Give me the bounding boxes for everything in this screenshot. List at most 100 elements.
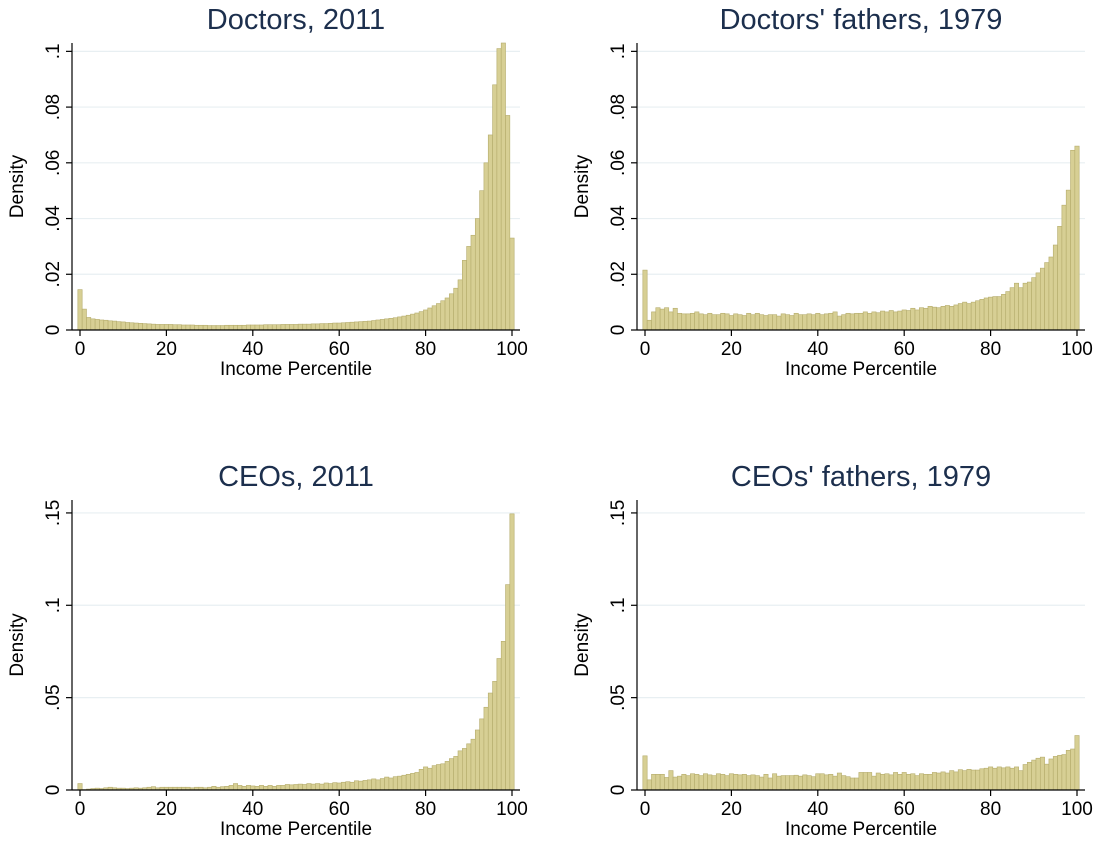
bar [651,311,657,331]
bar [996,766,1002,791]
bar [867,772,873,791]
bar [841,775,847,791]
bar [293,324,299,331]
bar [767,777,773,791]
bar [780,313,786,331]
bar [741,773,747,791]
bar [474,729,480,791]
bar [509,513,515,791]
bar [405,314,411,331]
bar [772,773,778,791]
bar [405,773,411,791]
bar [449,758,454,791]
bar [772,314,778,331]
bar [423,766,429,791]
bar [992,767,998,791]
bar [901,309,907,331]
bar [479,190,485,331]
bar [966,303,972,331]
bar [392,776,398,791]
bar [81,308,87,331]
bar [897,773,903,791]
bar [358,321,364,331]
bar [1022,282,1028,331]
bar [720,773,726,791]
bar [246,324,251,331]
bar [785,775,791,791]
bar [1031,277,1037,331]
bar [1018,770,1024,791]
bar [1070,149,1076,331]
bar [1005,766,1011,791]
bar [737,774,743,791]
bar [923,773,929,791]
bar [979,299,985,331]
y-tick-label: .02 [43,261,64,287]
bar [414,772,420,791]
bar [849,313,855,331]
bar [789,775,795,791]
bar [672,307,678,331]
bar [931,772,937,791]
bar [651,773,657,791]
bar [1035,757,1041,791]
bar [289,784,295,791]
bar [944,305,950,331]
y-axis-label: Density [7,613,28,677]
bar [440,763,446,791]
bar [1065,749,1071,791]
x-tick-label: 60 [894,799,915,820]
bar [241,324,247,331]
bar [944,772,950,791]
bar [427,307,433,331]
bar [854,777,860,791]
bar [802,774,808,791]
bar [875,772,881,791]
panel-title: Doctors' fathers, 1979 [720,4,1003,36]
x-tick-label: 60 [329,799,350,820]
bar [462,748,467,791]
bar [1035,272,1041,331]
bar [336,322,342,331]
bar [202,324,208,331]
x-tick-label: 80 [980,339,1001,360]
bar [323,782,329,791]
bar [1070,748,1076,791]
bar [379,778,385,791]
y-tick-label: .1 [43,43,64,59]
bar [906,310,911,331]
bar [280,324,286,331]
bar [263,324,269,331]
bar [384,318,390,331]
bar [297,783,303,791]
bar [759,314,765,331]
bar [949,770,955,791]
bar [1027,281,1032,331]
bar [798,775,803,791]
bar [1009,767,1015,791]
bar [668,770,674,791]
bar [224,324,230,331]
bar [927,773,933,791]
bar [789,315,795,331]
bar [345,322,351,331]
bar [841,314,847,331]
bar [862,772,868,791]
bar [77,783,83,791]
bar [720,312,726,331]
bar [185,324,191,331]
bar [358,780,364,791]
bar [931,306,937,331]
bar [845,312,851,331]
bar [418,311,424,331]
bar [492,681,498,791]
bar [655,773,661,791]
bar [1014,766,1019,791]
bar [366,779,372,791]
bar [375,779,381,791]
x-tick-label: 80 [415,799,436,820]
bar [427,767,433,791]
bar [211,325,217,331]
bar [659,773,665,791]
bar [884,311,890,331]
